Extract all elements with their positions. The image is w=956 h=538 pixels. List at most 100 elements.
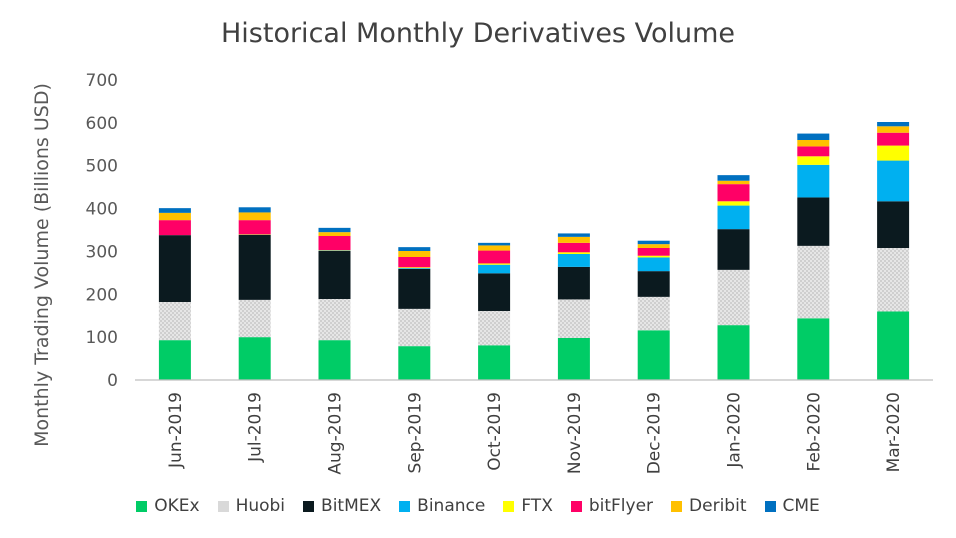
bar-segment-bitmex [557,266,590,300]
bar-segment-deribit [557,236,590,243]
y-tick-label: 100 [86,328,118,348]
legend-swatch [764,500,776,512]
bar-segment-ftx [637,255,670,258]
bar-segment-huobi [557,299,590,338]
bar-segment-cme [238,207,271,213]
bar-segment-cme [158,208,191,213]
bar-segment-okex [877,311,910,380]
bar-segment-huobi [238,299,271,338]
y-axis-ticks: 0 100 200 300 400 500 600 700 [86,71,118,391]
x-tick-label: Sep-2019 [405,392,425,473]
bar-segment-okex [478,345,511,380]
bar-stack-mar-2020 [877,122,910,380]
y-tick-label: 200 [86,285,118,305]
bar-segment-huobi [478,311,511,346]
x-tick-label: Mar-2020 [884,392,904,472]
bar-segment-huobi [637,296,670,331]
x-tick-label: Aug-2019 [326,392,346,475]
x-tick-label: Jan-2020 [725,392,745,469]
bar-segment-bitmex [797,197,830,246]
legend-label: Binance [417,496,486,516]
legend-label: Huobi [235,496,286,516]
x-axis-ticks: Jun-2019 Jul-2019 Aug-2019 Sep-2019 Oct-2019… [166,392,904,475]
legend-swatch [503,500,515,512]
bar-segment-bitflyer [238,220,271,235]
bar-segment-deribit [717,180,750,185]
bar-segment-binance [637,257,670,272]
bar-segment-okex [158,340,191,380]
bar-segment-okex [238,337,271,380]
bar-segment-bitmex [398,269,431,309]
bar-segment-bitflyer [557,242,590,253]
bar-segment-ftx [877,145,910,161]
y-tick-label: 400 [86,200,118,220]
legend-item-okex: OKEx [136,496,200,516]
bar-segment-okex [637,330,670,380]
legend-item-ftx: FTX [503,496,553,516]
bar-segment-deribit [877,126,910,133]
bar-segment-bitflyer [717,184,750,202]
x-tick-label: Feb-2020 [804,392,824,472]
bar-segment-cme [797,133,830,140]
bar-segment-binance [398,268,431,269]
bar-segment-deribit [318,232,351,236]
bar-segment-deribit [797,140,830,147]
y-tick-label: 600 [86,114,118,134]
bar-segment-cme [398,247,431,251]
bar-segment-ftx [557,252,590,254]
y-tick-label: 300 [86,242,118,262]
bar-segment-bitmex [238,234,271,300]
bar-stack-jan-2020 [717,175,750,380]
bar-stack-sep-2019 [398,247,431,380]
bar-stack-oct-2019 [478,242,511,380]
bar-segment-cme [877,122,910,127]
bar-segment-binance [797,164,830,198]
bar-segment-bitflyer [877,132,910,146]
bar-segment-cme [557,233,590,237]
bar-segment-binance [877,160,910,202]
bar-segment-bitmex [637,271,670,297]
legend-item-cme: CME [764,496,820,516]
bar-segment-deribit [238,212,271,221]
legend: OKEx Huobi BitMEX Binance FTX bitFlyer Deribit… [0,496,956,516]
legend-swatch [570,500,582,512]
y-tick-label: 500 [86,157,118,177]
legend-label: OKEx [154,496,200,516]
bar-stack-jul-2019 [238,207,271,380]
bar-segment-bitmex [717,229,750,270]
legend-item-deribit: Deribit [671,496,747,516]
bar-segment-huobi [797,245,830,319]
bar-segment-deribit [398,251,431,257]
legend-swatch [136,500,148,512]
bar-segment-bitflyer [158,220,191,236]
bar-segment-okex [398,346,431,380]
x-tick-label: Nov-2019 [565,392,585,474]
legend-swatch [303,500,315,512]
y-tick-label: 0 [107,371,118,391]
bar-stack-jun-2019 [158,208,191,380]
bar-segment-huobi [398,308,431,347]
legend-label: Deribit [689,496,747,516]
bar-segment-binance [557,254,590,267]
x-tick-label: Dec-2019 [645,392,665,474]
bar-segment-ftx [398,267,431,269]
y-axis-label-group: Monthly Trading Volume (Billions USD) [31,83,53,447]
chart-canvas: Monthly Trading Volume (Billions USD) 0 1… [31,71,933,475]
bar-segment-huobi [158,302,191,341]
legend-label: BitMEX [321,496,382,516]
bar-segment-cme [318,227,351,233]
bar-segment-huobi [318,299,351,341]
x-tick-label: Jun-2019 [166,392,186,469]
bar-stack-dec-2019 [637,240,670,380]
legend-swatch [217,500,229,512]
bar-segment-binance [717,205,750,230]
bar-segment-okex [717,325,750,380]
bar-segment-bitflyer [318,236,351,251]
bar-segment-binance [478,264,511,274]
bar-segment-bitflyer [637,248,670,256]
legend-item-bitflyer: bitFlyer [570,496,653,516]
legend-swatch [671,500,683,512]
bar-segment-deribit [158,212,191,221]
legend-label: CME [782,496,820,516]
bar-segment-ftx [717,201,750,206]
